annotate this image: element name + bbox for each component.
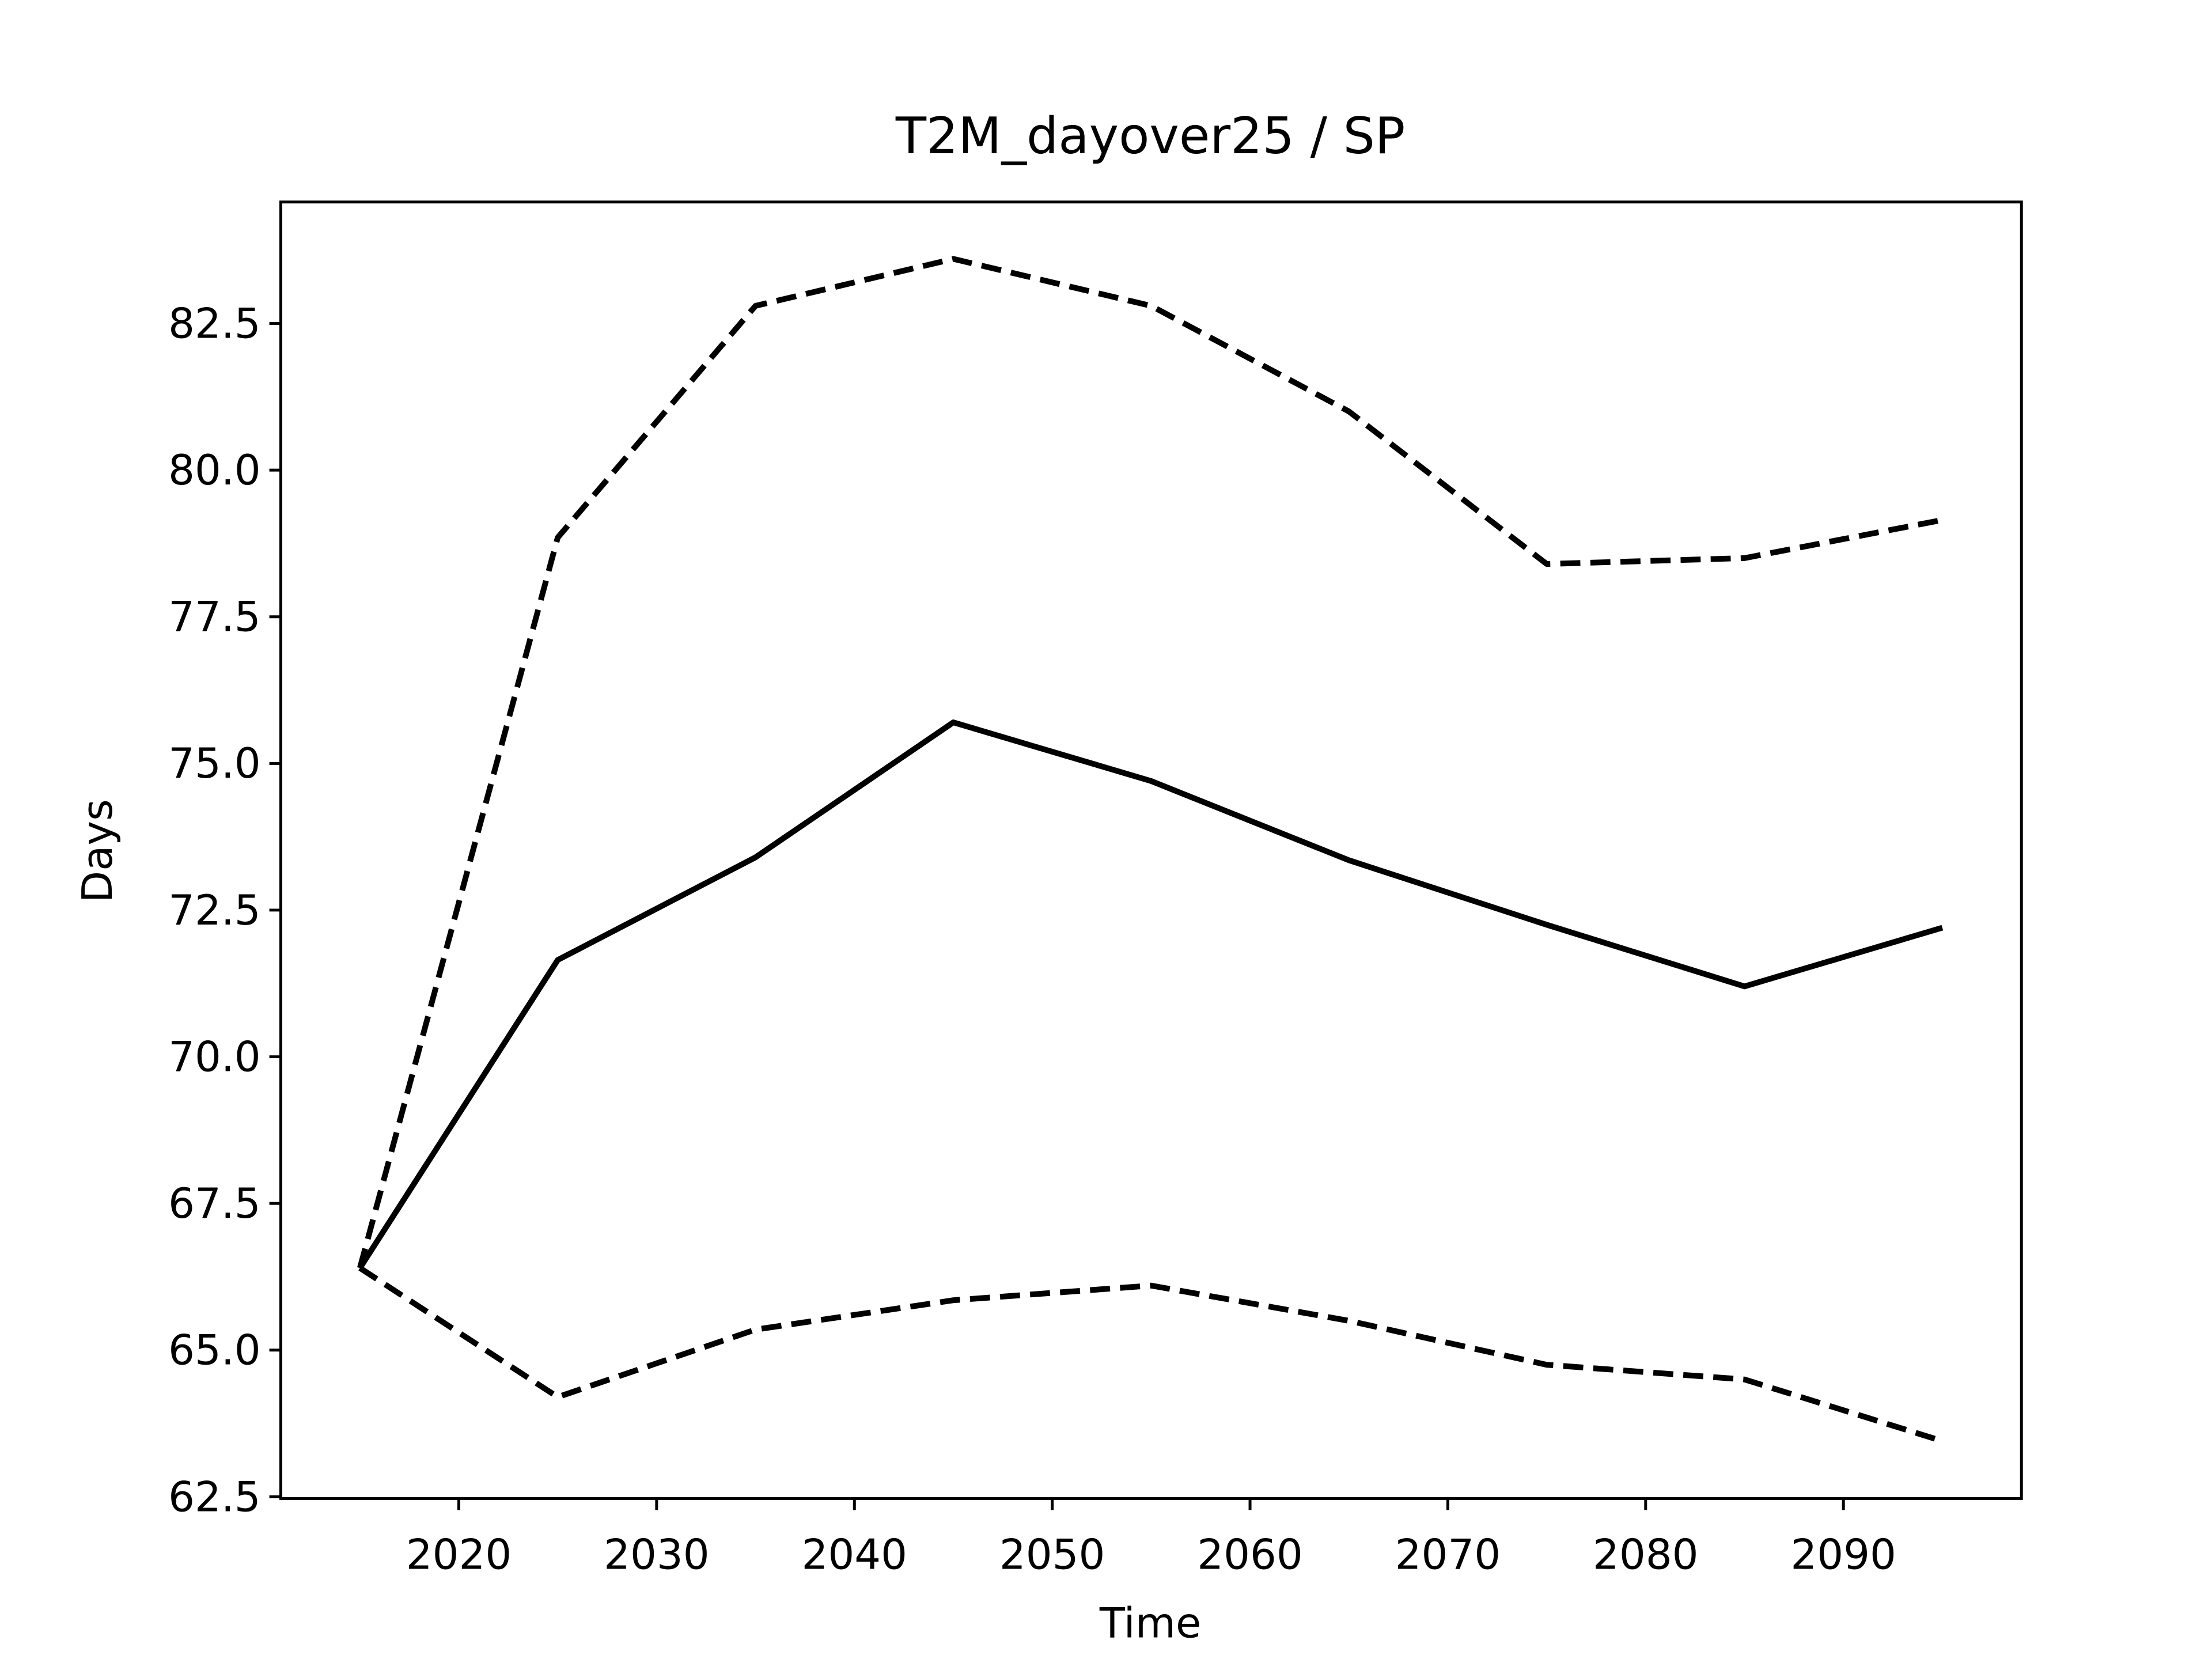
y-tick-label: 62.5 [168,1473,261,1521]
x-tick-label: 2020 [406,1531,512,1579]
chart-title: T2M_dayover25 / SP [895,107,1405,165]
y-tick-label: 67.5 [168,1180,261,1228]
y-tick-label: 65.0 [168,1327,261,1375]
y-tick-label: 72.5 [168,887,261,935]
y-axis-label: Days [74,799,122,903]
series-line [358,1266,1944,1444]
y-tick-label: 75.0 [168,740,261,788]
y-tick-label: 80.0 [168,446,261,495]
x-tick-label: 2070 [1395,1531,1501,1579]
series-line [357,256,1943,1269]
y-tick-label: 70.0 [168,1033,261,1081]
x-tick-label: 2090 [1790,1531,1896,1579]
series-line [357,719,1944,1270]
plot-frame [279,200,2023,1500]
y-tick-label: 77.5 [168,593,261,642]
x-axis-label: Time [1099,1600,1201,1648]
x-tick-label: 2050 [999,1531,1105,1579]
x-tick-label: 2040 [802,1531,908,1579]
x-tick-label: 2060 [1197,1531,1303,1579]
x-tick-label: 2030 [604,1531,710,1579]
x-tick-label: 2080 [1593,1531,1699,1579]
y-tick-label: 82.5 [168,300,261,348]
